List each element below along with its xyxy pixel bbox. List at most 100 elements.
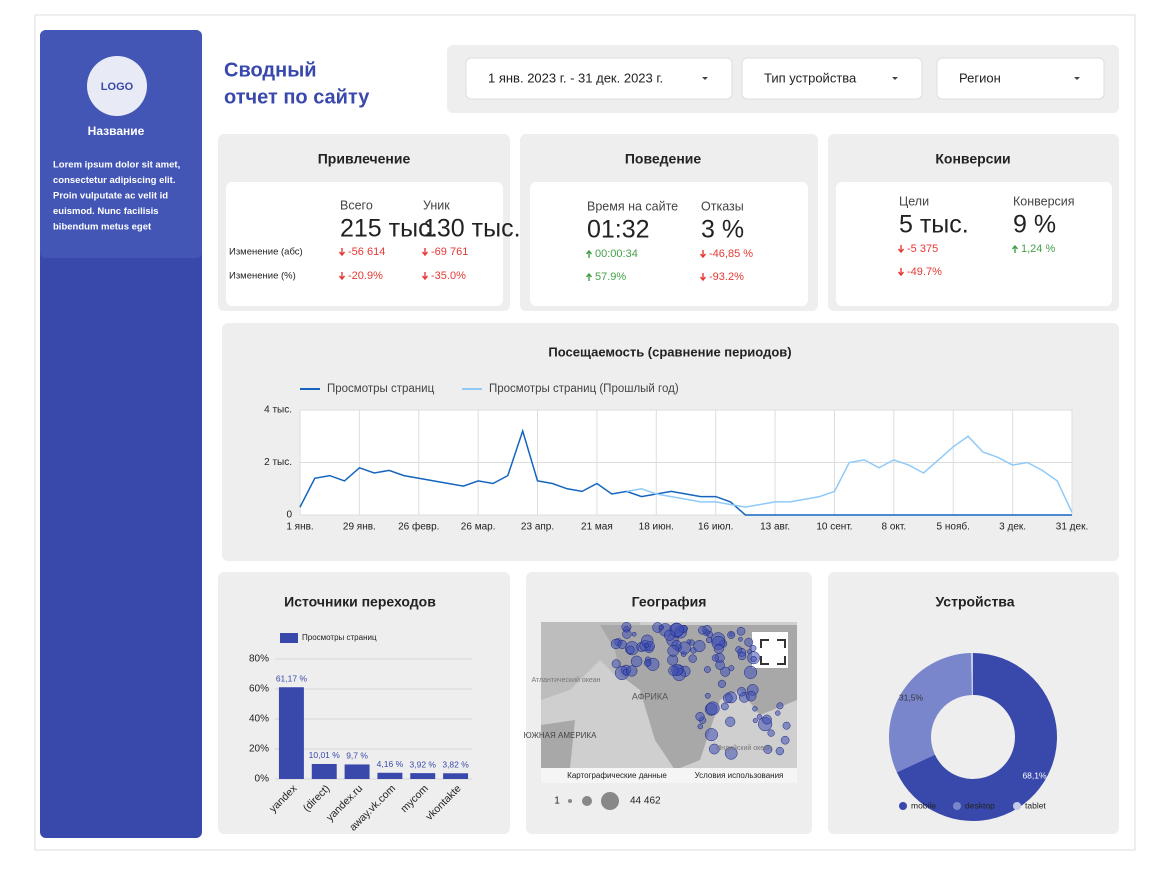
bar	[377, 772, 403, 779]
kpi-change: -20.9%	[348, 270, 383, 282]
kpi-row-label: Изменение (%)	[229, 271, 296, 282]
fullscreen-icon	[760, 639, 786, 665]
map-bubble	[746, 690, 757, 702]
legend-swatch	[899, 802, 907, 810]
sidebar-text: consectetur adipiscing elit.	[53, 175, 175, 186]
x-tick-label: 29 янв.	[343, 522, 376, 533]
bar-card	[218, 572, 510, 834]
kpi-change: 57.9%	[595, 271, 626, 283]
filter-dropdown[interactable]	[936, 57, 1105, 100]
kpi-row-label: Изменение (абс)	[229, 247, 303, 258]
kpi-panel	[836, 182, 1112, 306]
pie-slice	[896, 653, 1057, 821]
map-bubble	[775, 746, 784, 756]
change-arrow	[421, 272, 429, 281]
change-arrow	[699, 273, 707, 282]
kpi-value: 215 тыс.	[340, 215, 438, 243]
kpi-change: 1,24 %	[1021, 243, 1055, 255]
kpi-title: Привлечение	[318, 151, 411, 167]
map-bubble	[706, 631, 714, 638]
kpi-change: -69 761	[431, 246, 468, 258]
map-bubble	[763, 744, 773, 754]
map-label: Индийский океан	[716, 744, 772, 752]
x-tick-label: 26 февр.	[398, 521, 439, 533]
map-footer-link[interactable]: Картографические данные	[567, 771, 667, 780]
map-bubble	[780, 735, 790, 745]
map-bubble	[663, 629, 675, 641]
slice-label: 68,1%	[1022, 771, 1047, 781]
sidebar-top	[40, 30, 202, 258]
map-bubble	[643, 643, 649, 648]
x-tick-label: 21 мая	[581, 522, 613, 533]
kpi-label: Конверсия	[1013, 194, 1075, 208]
bar	[410, 773, 436, 779]
legend-dot	[582, 796, 592, 806]
logo	[87, 56, 147, 116]
map-bubble	[711, 654, 719, 662]
map-bubble	[693, 640, 706, 653]
legend-label: mobile	[911, 800, 936, 810]
map-bubble	[727, 630, 736, 639]
filter-dropdown[interactable]	[741, 57, 923, 100]
map-bubble	[705, 701, 720, 716]
map-bubble	[668, 665, 679, 676]
map-bubble	[658, 624, 664, 630]
x-tick-label: 23 апр.	[521, 522, 554, 533]
kpi-value: 3 %	[701, 216, 744, 244]
x-tick-label: 3 дек.	[999, 522, 1026, 533]
map-bubble	[688, 654, 697, 663]
sidebar-text: Lorem ipsum dolor sit amet,	[53, 160, 180, 171]
map-label: Атлантический океан	[531, 676, 600, 684]
map-bubble	[744, 665, 758, 679]
legend-label: Просмотры страниц (Прошлый год)	[489, 383, 679, 395]
map-title: География	[632, 594, 707, 610]
bar-label: 3,82 %	[442, 760, 469, 770]
sidebar-text: euismod. Nunc facilisis	[53, 206, 159, 217]
kpi-label: Цели	[899, 194, 929, 208]
change-arrow	[699, 250, 707, 259]
legend-swatch	[1013, 802, 1021, 810]
kpi-label: Время на сайте	[587, 199, 678, 213]
filter-dropdown[interactable]	[465, 57, 733, 100]
bar	[278, 687, 304, 779]
map-bubble	[750, 655, 757, 662]
legend-label: Просмотры страниц	[302, 633, 377, 642]
chart-title: Устройства	[935, 594, 1014, 610]
map-bubble	[617, 639, 627, 650]
bar-label: 10,01 %	[309, 750, 341, 760]
x-tick-label: 8 окт.	[882, 522, 907, 533]
x-tick-label: 26 мар.	[461, 522, 496, 533]
map-bubble	[724, 746, 738, 760]
map-bubble	[697, 723, 704, 730]
bar-label: 3,92 %	[410, 759, 437, 769]
legend-label: tablet	[1025, 800, 1046, 810]
map-legend-max: 44 462	[630, 796, 661, 807]
kpi-value: 130 тыс.	[423, 215, 521, 243]
logo-text: LOGO	[101, 81, 134, 93]
map-land	[541, 720, 575, 768]
map-footer	[541, 768, 797, 783]
map-label: ЮЖНАЯ АМЕРИКА	[524, 731, 597, 740]
map-bubble	[631, 631, 637, 637]
x-tick-label: 5 нояб.	[937, 521, 970, 533]
x-tick-label: 31 дек.	[1056, 522, 1088, 533]
y-tick-label: 20%	[249, 744, 269, 755]
map-bubble	[746, 649, 752, 655]
map-bubble	[622, 629, 632, 639]
map-bubble	[704, 692, 711, 699]
kpi-panel	[226, 182, 503, 306]
change-arrow	[338, 248, 346, 257]
map-bubble	[695, 711, 705, 722]
kpi-title: Поведение	[625, 151, 702, 167]
map-footer-link[interactable]: Условия использования	[695, 771, 784, 780]
x-tick-label: 18 июн.	[639, 522, 674, 533]
map-bubble	[756, 714, 763, 720]
map-bubble	[736, 626, 746, 636]
kpi-title: Конверсии	[935, 151, 1010, 167]
y-tick-label: 60%	[249, 684, 269, 695]
y-tick-label: 4 тыс.	[264, 405, 292, 416]
map-legend-min: 1	[554, 796, 560, 807]
kpi-value: 5 тыс.	[899, 211, 969, 239]
kpi-value: 01:32	[587, 216, 650, 244]
kpi-label: Всего	[340, 198, 373, 212]
